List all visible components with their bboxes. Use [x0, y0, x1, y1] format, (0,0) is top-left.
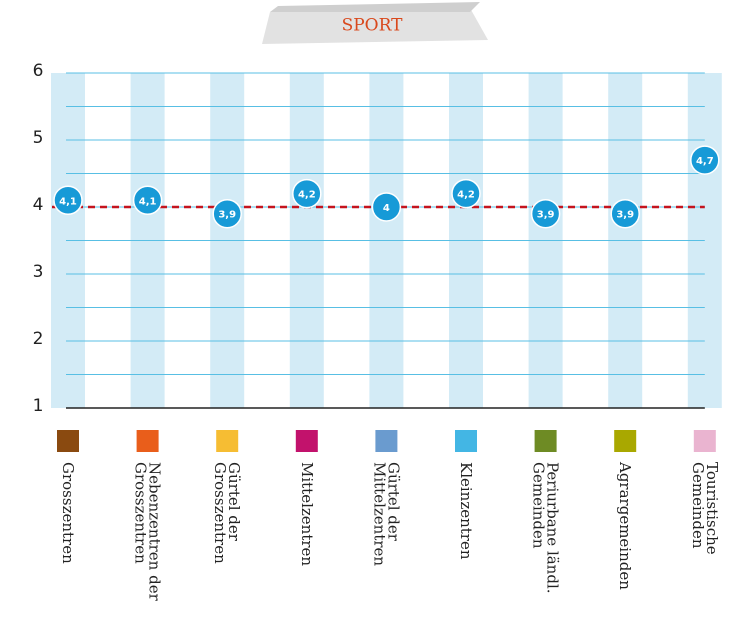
data-label: 4,2	[298, 190, 316, 201]
legend-swatch	[136, 430, 159, 452]
y-tick-label: 5	[33, 128, 44, 148]
dot	[212, 198, 242, 229]
x-tick-label: Mittelzentren	[297, 462, 316, 567]
y-tick-label: 3	[33, 262, 44, 282]
x-tick-label: Periurbane ländl. Gemeinden	[529, 462, 562, 594]
legend-swatch	[455, 430, 477, 452]
dot	[53, 185, 83, 216]
title-ribbon-fold	[270, 2, 480, 12]
dot	[132, 185, 163, 216]
legend-swatch	[295, 430, 318, 452]
x-tick-label: Nebenzentren der Grosszentren	[131, 462, 164, 601]
legend-swatch	[534, 430, 557, 452]
legend-swatch	[375, 430, 398, 452]
x-tick-label: Grosszentren	[59, 462, 77, 564]
dot	[610, 198, 640, 229]
data-label: 3,9	[537, 210, 555, 221]
data-label: 3,9	[218, 210, 236, 221]
x-tick-label: Kleinzentren	[457, 462, 475, 560]
legend-swatch	[693, 430, 716, 452]
data-label: 4	[383, 203, 390, 214]
x-tick-label: Agrargemeinden	[616, 462, 635, 590]
data-label: 3,9	[616, 210, 634, 221]
legend-swatch	[57, 430, 79, 452]
data-label: 4,2	[457, 190, 475, 201]
data-label: 4,7	[696, 156, 714, 167]
data-label: 4,1	[59, 196, 77, 207]
x-tick-label: Touristische Gemeinden	[688, 462, 721, 555]
y-tick-label: 4	[33, 195, 44, 215]
legend-swatch	[216, 430, 239, 452]
legend-swatch	[614, 430, 637, 452]
x-tick-label: Gürtel der Mittelzentren	[370, 462, 403, 567]
dot	[292, 178, 322, 209]
dot	[451, 178, 481, 209]
y-tick-label: 1	[33, 396, 44, 416]
y-tick-label: 2	[33, 329, 44, 349]
chart-title: SPORT	[342, 16, 404, 36]
dot	[690, 145, 720, 175]
x-tick-label: Gürtel der Grosszentren	[211, 462, 244, 564]
title-ribbon	[262, 8, 488, 44]
dot	[371, 192, 402, 222]
data-label: 4,1	[139, 196, 157, 207]
dot	[530, 198, 561, 229]
y-tick-label: 6	[33, 61, 44, 81]
